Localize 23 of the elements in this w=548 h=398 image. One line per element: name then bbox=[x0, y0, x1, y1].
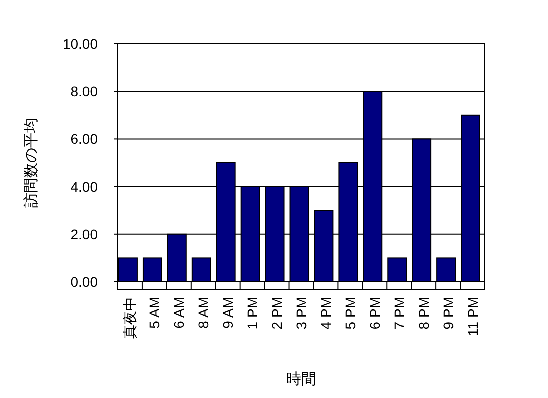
x-tick-label: 真夜中 bbox=[122, 297, 138, 339]
x-tick-label: 7 PM bbox=[391, 297, 408, 330]
x-tick-label: 6 PM bbox=[366, 297, 383, 330]
x-tick-label: 1 PM bbox=[244, 297, 261, 330]
x-tick-label: 5 AM bbox=[146, 297, 163, 329]
y-axis-title: 訪問数の平均 bbox=[23, 118, 40, 208]
x-tick-label: 8 PM bbox=[416, 297, 432, 330]
y-tick-label: 0.00 bbox=[70, 274, 98, 290]
y-tick-label: 10.00 bbox=[62, 36, 98, 52]
y-tick-label: 2.00 bbox=[70, 226, 98, 242]
x-tick-label: 3 PM bbox=[294, 297, 310, 330]
x-tick-label: 9 PM bbox=[440, 297, 456, 330]
x-tick-label: 4 PM bbox=[318, 297, 334, 330]
x-tick-label: 9 AM bbox=[220, 297, 236, 329]
x-tick-label: 5 PM bbox=[342, 297, 358, 330]
y-tick-label: 8.00 bbox=[70, 84, 98, 100]
x-axis-title: 時間 bbox=[286, 371, 316, 388]
y-tick-label: 4.00 bbox=[70, 178, 98, 195]
y-tick-label: 6.00 bbox=[70, 131, 98, 148]
x-tick-label: 8 AM bbox=[196, 297, 212, 329]
x-tick-label: 11 PM bbox=[464, 297, 481, 336]
x-tick-label: 6 AM bbox=[171, 297, 188, 329]
x-tick-label: 2 PM bbox=[269, 297, 286, 330]
